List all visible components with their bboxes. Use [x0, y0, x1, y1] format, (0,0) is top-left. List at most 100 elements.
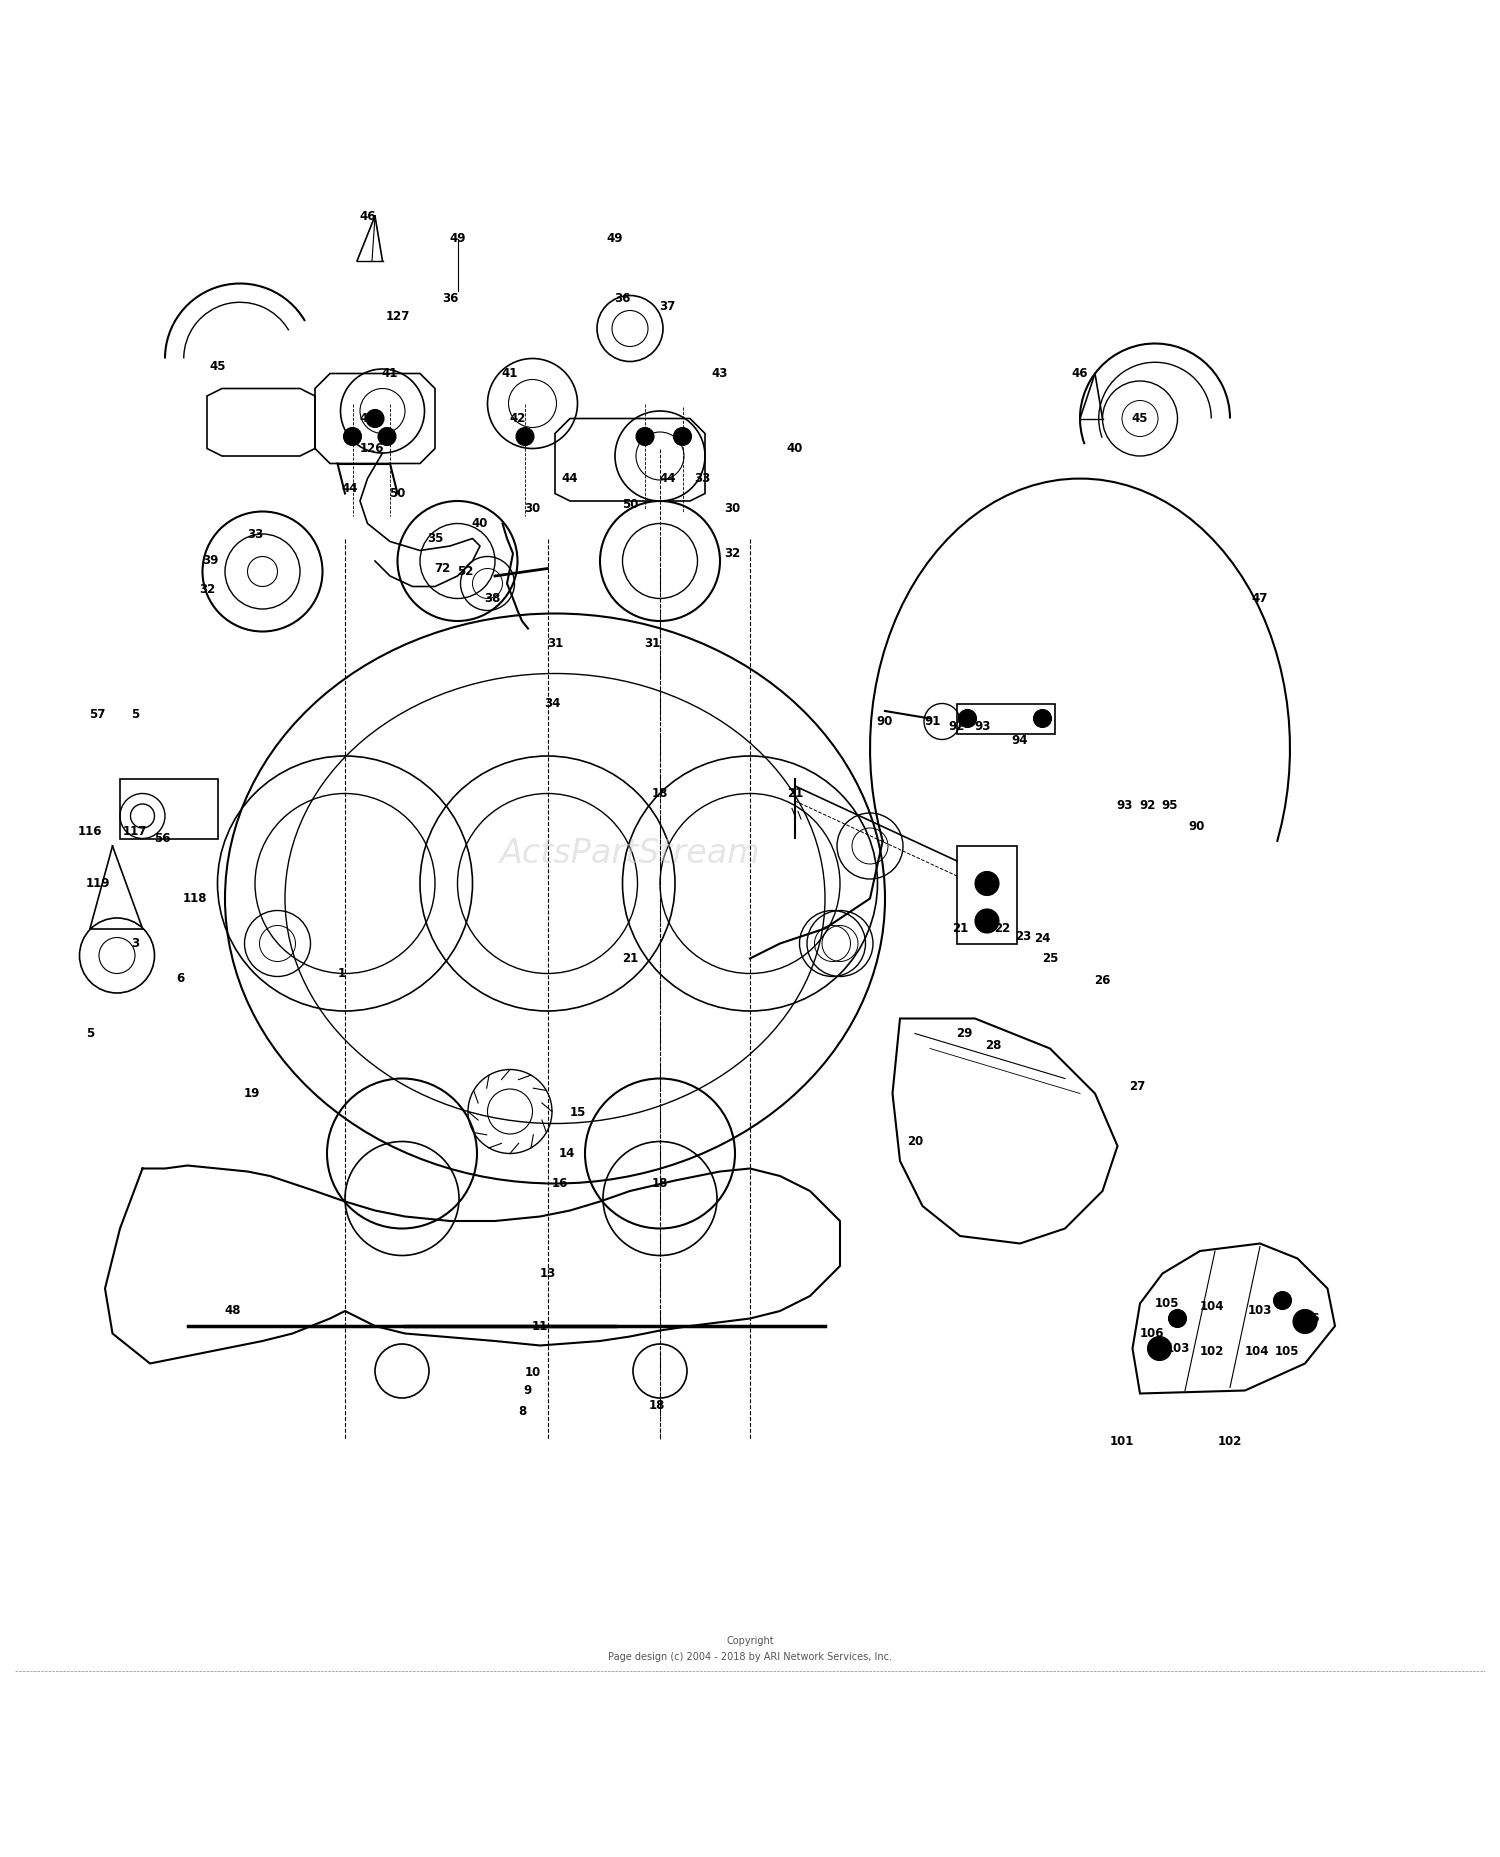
- Circle shape: [975, 908, 999, 932]
- Text: 32: 32: [200, 583, 214, 596]
- Bar: [120, 778, 218, 839]
- Text: 42: 42: [360, 412, 375, 425]
- Text: 16: 16: [552, 1177, 567, 1190]
- Circle shape: [1274, 1291, 1292, 1309]
- Text: 23: 23: [1016, 930, 1031, 943]
- Circle shape: [1168, 1309, 1186, 1328]
- Text: 44: 44: [561, 472, 579, 485]
- Circle shape: [344, 427, 362, 446]
- Text: 18: 18: [652, 787, 668, 800]
- Text: 48: 48: [225, 1304, 240, 1317]
- Text: 42: 42: [510, 412, 525, 425]
- Text: 46: 46: [1071, 368, 1088, 381]
- Text: 36: 36: [615, 292, 630, 305]
- Text: 30: 30: [724, 501, 740, 514]
- Text: 10: 10: [525, 1367, 540, 1380]
- Text: 116: 116: [78, 825, 102, 838]
- Text: 31: 31: [645, 637, 660, 650]
- Text: 90: 90: [1190, 821, 1204, 834]
- Text: 41: 41: [503, 368, 518, 381]
- Text: 13: 13: [540, 1266, 555, 1279]
- Text: 6: 6: [176, 971, 184, 984]
- Text: 9: 9: [524, 1383, 532, 1396]
- Text: 50: 50: [622, 498, 638, 511]
- Text: 90: 90: [878, 715, 892, 728]
- Text: 28: 28: [986, 1040, 1000, 1053]
- Text: 127: 127: [386, 310, 410, 323]
- Text: 29: 29: [957, 1027, 972, 1040]
- Text: 8: 8: [518, 1406, 526, 1419]
- Text: 5: 5: [130, 708, 140, 721]
- Text: 103: 103: [1166, 1343, 1190, 1356]
- Text: 43: 43: [712, 368, 728, 381]
- Text: 103: 103: [1248, 1304, 1272, 1317]
- Text: 106: 106: [1296, 1313, 1320, 1326]
- Text: 24: 24: [1035, 932, 1050, 945]
- Text: 31: 31: [548, 637, 562, 650]
- Text: 52: 52: [458, 565, 472, 578]
- Circle shape: [1148, 1337, 1172, 1361]
- Text: 3: 3: [130, 938, 140, 951]
- Text: 18: 18: [652, 1177, 668, 1190]
- Bar: [957, 847, 1017, 943]
- Circle shape: [375, 1344, 429, 1398]
- Text: 41: 41: [382, 368, 398, 381]
- Text: 21: 21: [788, 787, 802, 800]
- Text: 27: 27: [1130, 1079, 1144, 1092]
- Text: 118: 118: [183, 891, 207, 904]
- Text: 47: 47: [1252, 592, 1268, 605]
- Text: 117: 117: [123, 825, 147, 838]
- Text: 49: 49: [450, 232, 465, 245]
- Text: 40: 40: [788, 442, 802, 455]
- Text: 35: 35: [427, 531, 442, 544]
- Text: Page design (c) 2004 - 2018 by ARI Network Services, Inc.: Page design (c) 2004 - 2018 by ARI Netwo…: [608, 1653, 892, 1662]
- Circle shape: [1293, 1309, 1317, 1333]
- Text: 56: 56: [153, 832, 170, 845]
- Text: 21: 21: [622, 953, 638, 966]
- Text: 92: 92: [950, 719, 964, 732]
- Text: 46: 46: [360, 210, 375, 223]
- Text: 44: 44: [660, 472, 675, 485]
- Text: 33: 33: [694, 472, 709, 485]
- Text: 105: 105: [1155, 1296, 1179, 1309]
- Text: 1: 1: [338, 967, 346, 980]
- Text: 126: 126: [360, 442, 384, 455]
- Text: ActsPartStream: ActsPartStream: [500, 838, 760, 869]
- Text: 34: 34: [544, 696, 560, 709]
- Text: 37: 37: [660, 299, 675, 312]
- Text: 22: 22: [994, 921, 1010, 936]
- Text: 72: 72: [435, 563, 450, 576]
- Text: 39: 39: [202, 555, 217, 568]
- Circle shape: [636, 427, 654, 446]
- Text: 36: 36: [442, 292, 458, 305]
- Text: 93: 93: [1118, 799, 1132, 812]
- Text: 49: 49: [606, 232, 624, 245]
- Text: 38: 38: [484, 592, 500, 605]
- Text: 95: 95: [1161, 799, 1179, 812]
- Text: Copyright: Copyright: [726, 1636, 774, 1645]
- Text: 104: 104: [1245, 1344, 1269, 1357]
- Circle shape: [633, 1344, 687, 1398]
- Text: 57: 57: [90, 708, 105, 721]
- Text: 20: 20: [908, 1135, 922, 1148]
- Circle shape: [378, 427, 396, 446]
- Text: 106: 106: [1140, 1328, 1164, 1341]
- Text: 11: 11: [532, 1320, 548, 1333]
- Text: 93: 93: [975, 719, 990, 732]
- Circle shape: [1034, 709, 1052, 728]
- Text: 32: 32: [724, 548, 740, 561]
- Text: 21: 21: [952, 921, 968, 936]
- Text: 45: 45: [1131, 412, 1149, 425]
- Text: 18: 18: [650, 1398, 664, 1411]
- Text: 33: 33: [248, 527, 262, 540]
- Text: 102: 102: [1200, 1344, 1224, 1357]
- Circle shape: [366, 410, 384, 427]
- Circle shape: [516, 427, 534, 446]
- Text: 119: 119: [86, 877, 109, 890]
- Text: 92: 92: [1140, 799, 1155, 812]
- Text: 40: 40: [472, 516, 488, 529]
- Text: 102: 102: [1218, 1435, 1242, 1448]
- Circle shape: [975, 871, 999, 895]
- Circle shape: [674, 427, 692, 446]
- Text: 94: 94: [1013, 735, 1029, 748]
